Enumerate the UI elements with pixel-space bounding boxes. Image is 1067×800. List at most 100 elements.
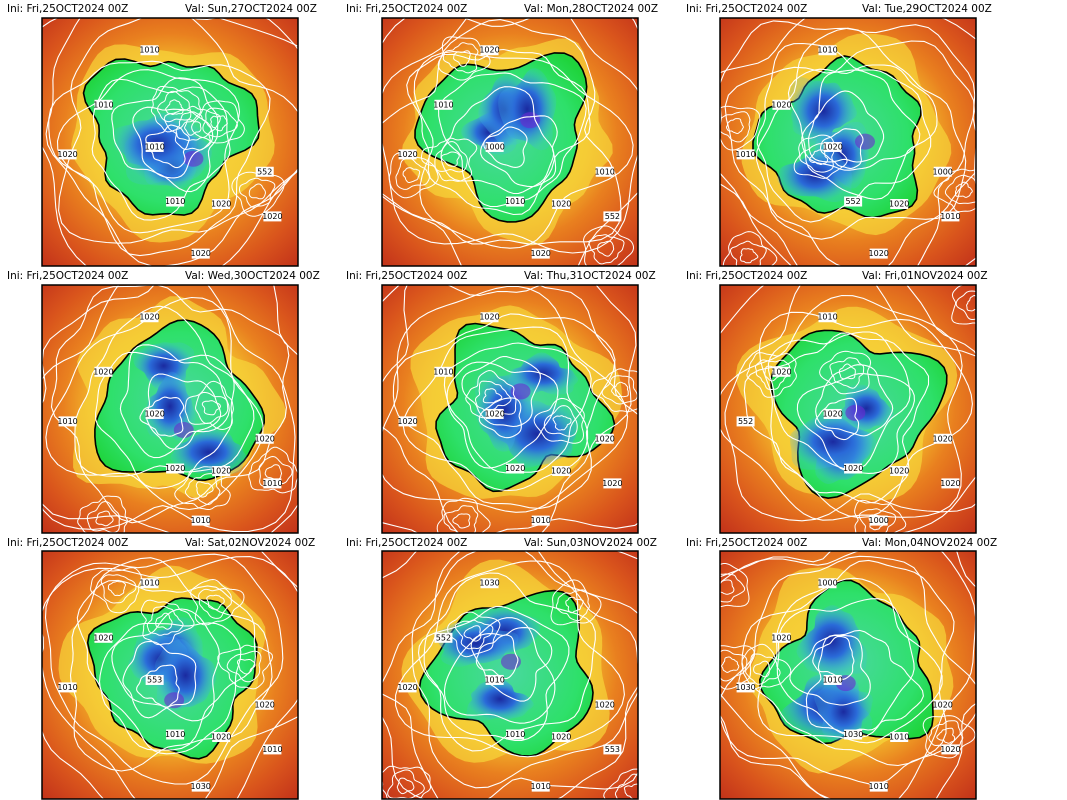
valid-time: Val: Sat,02NOV2024 00Z [185, 537, 315, 549]
isobar [48, 60, 271, 257]
isobar [591, 368, 638, 413]
label-box [480, 45, 499, 56]
isobar [746, 352, 797, 398]
isobar [395, 157, 430, 190]
isobar [854, 499, 907, 533]
isobar [195, 391, 229, 424]
isobar [754, 359, 790, 391]
valid-time: Val: Mon,28OCT2024 00Z [524, 3, 658, 15]
weather-map: 1010 1020 1000 1010 552 1010 1020 1020 1020 [382, 18, 638, 266]
isobar-label: 1030 [479, 579, 499, 588]
isobar-label: 553 [605, 745, 620, 754]
weather-map: 1020 1020 1020 1020 1010 1020 1010 1020 1020 [382, 285, 638, 533]
isobar-label: 1020 [211, 733, 231, 742]
isobar [155, 612, 173, 630]
label-box [145, 408, 164, 419]
isobar-label: 1030 [191, 782, 211, 791]
isobar-label: 1010 [144, 142, 164, 151]
isobar [463, 625, 482, 642]
isobar [248, 446, 298, 494]
label-box [434, 366, 453, 377]
init-time: Ini: Fri,25OCT2024 00Z [346, 270, 467, 282]
isobar [944, 174, 976, 204]
isobar-label: 1010 [531, 782, 551, 791]
isobar [812, 635, 855, 680]
isobar [195, 481, 214, 498]
low-pressure-core [789, 413, 877, 470]
label-box [603, 478, 622, 489]
isobar [42, 18, 298, 266]
isobar [443, 342, 592, 474]
isobar-label: 1020 [255, 434, 275, 443]
deep-low [854, 133, 875, 150]
label-box [844, 729, 863, 740]
label-box [255, 166, 274, 177]
isobar-label: 1020 [191, 249, 211, 258]
label-box [823, 674, 842, 685]
isobar [446, 361, 559, 469]
deep-low [183, 150, 204, 167]
label-box [941, 744, 960, 755]
isobar [808, 90, 885, 163]
map-frame [41, 550, 299, 800]
isobar [801, 69, 921, 171]
weather-map: 1020 1020 1010 1020 1020 1010 1020 1020 1010 [42, 285, 298, 533]
isobar-label: 1020 [771, 633, 791, 642]
label-box [191, 248, 210, 259]
label-box [94, 99, 113, 110]
weather-map: 1010 1020 1030 1010 1020 1010 553 1020 1010 [42, 551, 298, 799]
isobar [122, 640, 197, 719]
valid-time: Val: Tue,29OCT2024 00Z [862, 3, 992, 15]
isobar-label: 552 [257, 167, 272, 176]
isobar [454, 619, 494, 650]
isobar-label: 1020 [933, 434, 953, 443]
label-box [58, 149, 77, 160]
label-box [485, 674, 504, 685]
isobar [238, 177, 276, 208]
isobar [201, 400, 221, 416]
isobar-label: 1020 [771, 100, 791, 109]
isobar [452, 513, 471, 529]
isobar [550, 579, 602, 626]
label-box [933, 166, 952, 177]
isobar [461, 355, 541, 428]
isobar [814, 397, 860, 441]
isobar-label: 1020 [843, 464, 863, 473]
isobar [56, 69, 241, 234]
label-box [844, 463, 863, 474]
label-box [506, 196, 525, 207]
isobar [787, 64, 938, 200]
isobar-label: 1010 [595, 167, 615, 176]
isobar [95, 351, 235, 489]
isobar [724, 285, 976, 522]
isobar [95, 510, 114, 527]
label-box [263, 744, 282, 755]
init-time: Ini: Fri,25OCT2024 00Z [7, 270, 128, 282]
isobar [382, 285, 629, 513]
label-box [941, 478, 960, 489]
isobar [382, 285, 637, 533]
isobar [388, 152, 439, 199]
label-box [603, 211, 622, 222]
weather-map: 1020 1010 1030 552 1020 1010 1020 553 1010 [382, 551, 638, 799]
isobar [42, 556, 298, 799]
valid-time: Val: Fri,01NOV2024 00Z [862, 270, 988, 282]
isobar [438, 72, 587, 208]
label-box [772, 632, 791, 643]
label-box [941, 211, 960, 222]
isobar [190, 578, 245, 626]
init-time: Ini: Fri,25OCT2024 00Z [346, 3, 467, 15]
isobar [453, 50, 471, 67]
isobar-label: 1020 [211, 200, 231, 209]
isobar-label: 1020 [551, 467, 571, 476]
isobar-label: 1000 [933, 167, 953, 176]
label-box [823, 141, 842, 152]
label-box [818, 312, 837, 323]
isobar [396, 777, 415, 795]
label-box [818, 578, 837, 589]
isobar-label: 553 [147, 675, 162, 684]
label-box [890, 466, 909, 476]
isobar [588, 234, 625, 265]
label-box [212, 199, 231, 209]
